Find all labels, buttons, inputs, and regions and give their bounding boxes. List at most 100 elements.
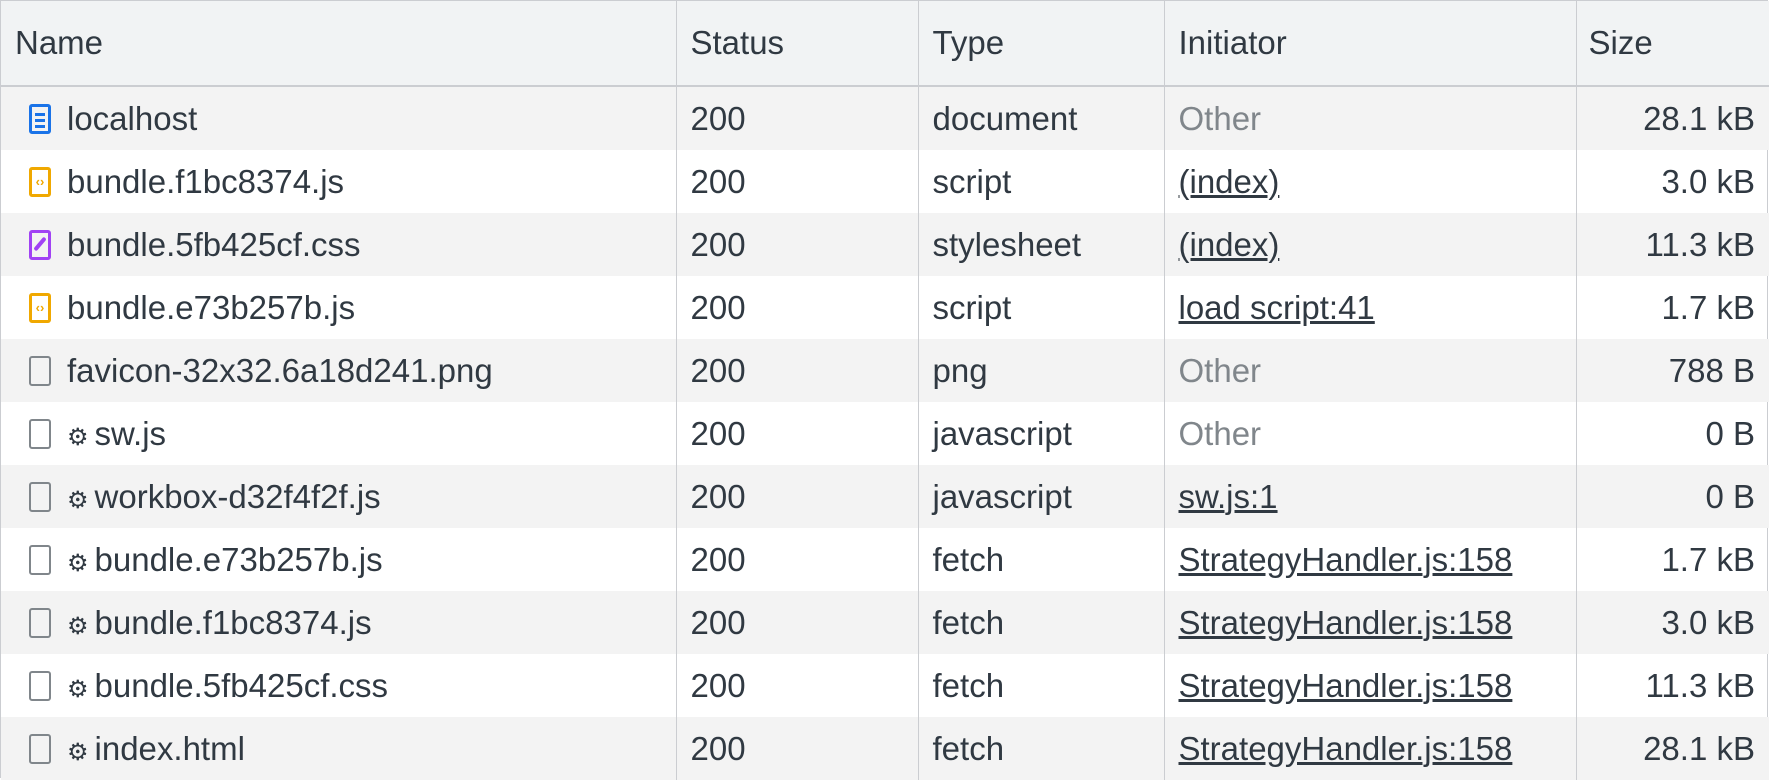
size-cell: 788 B (1576, 339, 1769, 402)
initiator-link[interactable]: StrategyHandler.js:158 (1178, 666, 1513, 704)
size-cell: 3.0 kB (1661, 162, 1755, 200)
gear-icon: ⚙ (67, 612, 89, 640)
table-row[interactable]: ‹› bundle.f1bc8374.js 200 script (index) 3.0 … (1, 150, 1769, 213)
type-cell: fetch (918, 591, 1165, 654)
name-cell[interactable]: ⚙ bundle.5fb425cf.css (1, 654, 677, 717)
type-cell: script (918, 276, 1165, 339)
name-cell[interactable]: ⚙ workbox-d32f4f2f.js (1, 465, 677, 528)
gear-icon: ⚙ (67, 486, 89, 514)
stylesheet-icon (29, 229, 51, 260)
gear-icon: ⚙ (67, 738, 89, 766)
column-header-initiator[interactable]: Initiator (1164, 1, 1577, 87)
script-icon: ‹› (29, 166, 51, 197)
gear-icon: ⚙ (67, 423, 89, 451)
status-cell: 200 (676, 717, 919, 780)
name-cell[interactable]: localhost (1, 86, 677, 150)
file-icon (29, 544, 51, 575)
size-cell: 28.1 kB (1576, 717, 1769, 780)
type-cell: script (918, 150, 1165, 213)
request-name: index.html (94, 729, 245, 767)
gear-icon: ⚙ (67, 675, 89, 703)
table-row[interactable]: ⚙ bundle.5fb425cf.css 200 fetch StrategyHand… (1, 654, 1769, 717)
gear-icon: ⚙ (67, 549, 89, 577)
table-row[interactable]: ⚙ bundle.f1bc8374.js 200 fetch StrategyHandl… (1, 591, 1769, 654)
initiator-cell: Other (1164, 402, 1577, 465)
initiator-link[interactable]: (index) (1178, 225, 1280, 263)
table-row[interactable]: bundle.5fb425cf.css 200 stylesheet (index) 1… (1, 213, 1769, 276)
status-cell: 200 (676, 276, 919, 339)
initiator-cell: StrategyHandler.js:158 (1164, 654, 1577, 717)
name-cell[interactable]: bundle.5fb425cf.css (1, 213, 677, 276)
size-cell: 1.7 kB (1661, 540, 1755, 578)
file-icon (29, 670, 51, 701)
request-name: bundle.5fb425cf.css (67, 225, 361, 263)
request-name: bundle.e73b257b.js (94, 540, 383, 578)
request-name: bundle.f1bc8374.js (67, 162, 345, 200)
initiator-cell: StrategyHandler.js:158 (1164, 717, 1577, 780)
status-cell: 200 (676, 591, 919, 654)
name-cell[interactable]: ⚙ bundle.e73b257b.js (1, 528, 677, 591)
initiator-cell: StrategyHandler.js:158 (1164, 591, 1577, 654)
table-row[interactable]: localhost 200 document Other 28.1 kB (1, 86, 1769, 150)
document-icon (29, 103, 51, 134)
type-cell: javascript (918, 465, 1165, 528)
size-cell: 0 B (1576, 465, 1769, 528)
status-cell: 200 (676, 528, 919, 591)
size-cell: 11.3 kB (1576, 213, 1769, 276)
initiator-link[interactable]: StrategyHandler.js:158 (1178, 729, 1513, 767)
size-cell: 3.0 kB (1576, 591, 1769, 654)
file-icon (29, 418, 51, 449)
column-header-size[interactable]: Size (1576, 1, 1769, 87)
column-header-status[interactable]: Status (676, 1, 919, 87)
table-row[interactable]: ⚙ index.html 200 fetch StrategyHandler.js:15… (1, 717, 1769, 780)
type-cell: stylesheet (918, 213, 1165, 276)
column-header-type[interactable]: Type (918, 1, 1165, 87)
table-row[interactable]: ‹› bundle.e73b257b.js 200 script load script… (1, 276, 1769, 339)
status-cell: 200 (676, 339, 919, 402)
type-cell: document (918, 86, 1165, 150)
status-cell: 200 (676, 654, 919, 717)
name-cell[interactable]: favicon-32x32.6a18d241.png (1, 339, 677, 402)
initiator-link[interactable]: StrategyHandler.js:158 (1178, 540, 1513, 578)
request-name: localhost (67, 99, 198, 137)
initiator-cell: (index) (1164, 213, 1577, 276)
table-header: Name Status Type Initiator Size (1, 1, 1769, 87)
table-row[interactable]: ⚙ workbox-d32f4f2f.js 200 javascript sw.js:1… (1, 465, 1769, 528)
size-cell: 0 B (1705, 414, 1755, 452)
column-header-name[interactable]: Name (1, 1, 677, 87)
name-cell[interactable]: ‹› bundle.f1bc8374.js (1, 150, 677, 213)
size-cell: 1.7 kB (1661, 288, 1755, 326)
name-cell[interactable]: ⚙ bundle.f1bc8374.js (1, 591, 677, 654)
request-name: bundle.5fb425cf.css (94, 666, 389, 704)
type-cell: fetch (918, 717, 1165, 780)
file-icon (29, 481, 51, 512)
type-cell: fetch (918, 654, 1165, 717)
initiator-text: Other (1178, 351, 1262, 389)
initiator-cell: Other (1164, 339, 1577, 402)
type-cell: javascript (918, 402, 1165, 465)
size-cell: 28.1 kB (1576, 86, 1769, 150)
initiator-text: Other (1178, 414, 1262, 452)
file-icon (29, 607, 51, 638)
initiator-link[interactable]: sw.js:1 (1178, 477, 1278, 515)
initiator-text: Other (1178, 99, 1262, 137)
initiator-link[interactable]: (index) (1178, 162, 1280, 200)
initiator-cell: (index) (1164, 150, 1577, 213)
file-icon (29, 733, 51, 764)
status-cell: 200 (676, 465, 919, 528)
initiator-link[interactable]: load script:41 (1178, 288, 1375, 326)
table-row[interactable]: favicon-32x32.6a18d241.png 200 png Other 788… (1, 339, 1769, 402)
name-cell[interactable]: ⚙ sw.js (1, 402, 677, 465)
initiator-link[interactable]: StrategyHandler.js:158 (1178, 603, 1513, 641)
request-name: workbox-d32f4f2f.js (94, 477, 381, 515)
size-cell: 11.3 kB (1645, 666, 1755, 704)
initiator-cell: sw.js:1 (1164, 465, 1577, 528)
table-row[interactable]: ⚙ sw.js 200 javascript Other 0 B (1, 402, 1769, 465)
name-cell[interactable]: ‹› bundle.e73b257b.js (1, 276, 677, 339)
initiator-cell: StrategyHandler.js:158 (1164, 528, 1577, 591)
table-row[interactable]: ⚙ bundle.e73b257b.js 200 fetch StrategyHandl… (1, 528, 1769, 591)
file-icon (29, 355, 51, 386)
name-cell[interactable]: ⚙ index.html (1, 717, 677, 780)
status-cell: 200 (676, 213, 919, 276)
